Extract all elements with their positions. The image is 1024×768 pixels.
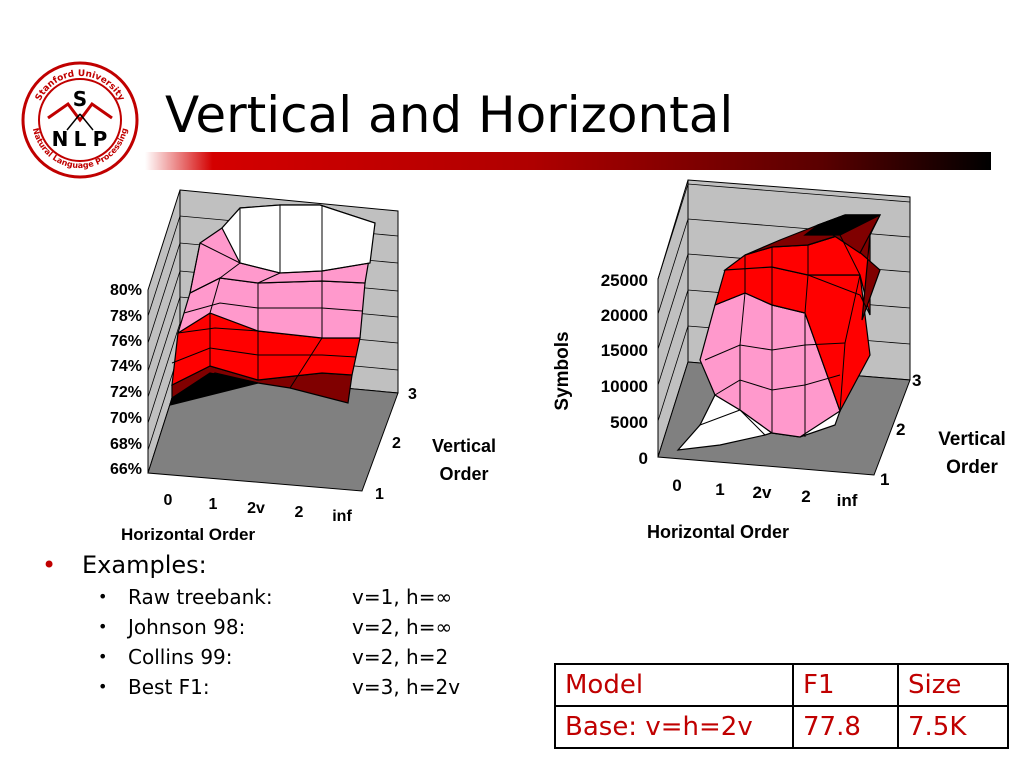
z-tick: 70% <box>110 410 142 427</box>
x-tick: 0 <box>672 476 681 495</box>
z-tick: 25000 <box>601 271 648 290</box>
list-item: • Collins 99: v=2, h=2 <box>42 642 522 672</box>
example-name: Johnson 98: <box>128 615 246 639</box>
chart-floor <box>147 372 399 492</box>
example-name: Collins 99: <box>128 645 233 669</box>
bullet-main-text: Examples: <box>82 551 207 579</box>
x-tick: 2v <box>753 483 772 502</box>
x-tick: 2 <box>801 487 810 506</box>
y-axis-label-line2: Order <box>946 457 998 478</box>
bullet-dot: • <box>98 647 108 666</box>
z-tick: 68% <box>110 436 142 453</box>
results-table: Model F1 Size Base: v=h=2v 77.8 7.5K <box>554 663 1009 749</box>
y-tick: 3 <box>912 371 921 390</box>
bullet-main: • Examples: <box>42 548 522 582</box>
x-axis-label: Horizontal Order <box>647 522 789 542</box>
x-tick: 1 <box>715 480 724 499</box>
examples-list: • Examples: • Raw treebank: v=1, h=∞ • J… <box>42 548 522 702</box>
z-tick: 74% <box>110 358 142 375</box>
x-tick: inf <box>837 491 858 510</box>
bullet-dot: • <box>42 551 57 579</box>
z-tick: 66% <box>110 461 142 478</box>
z-tick: 15000 <box>601 341 648 360</box>
stanford-nlp-logo: Stanford University Natural Language Pro… <box>21 61 139 179</box>
bullet-dot: • <box>98 617 108 636</box>
list-item: • Best F1: v=3, h=2v <box>42 672 522 702</box>
x-axis-label: Horizontal Order <box>121 525 256 544</box>
y-tick: 2 <box>392 435 401 452</box>
table-header-cell: Size <box>897 663 1009 707</box>
list-item: • Raw treebank: v=1, h=∞ <box>42 582 522 612</box>
y-axis-label-line2: Order <box>439 464 488 484</box>
svg-text:N: N <box>52 127 69 151</box>
x-tick: 2v <box>247 500 265 517</box>
example-name: Raw treebank: <box>128 585 273 609</box>
y-axis-label-line1: Vertical <box>938 429 1006 450</box>
example-name: Best F1: <box>128 675 210 699</box>
y-tick: 1 <box>375 486 384 503</box>
z-tick: 72% <box>110 384 142 401</box>
list-item: • Johnson 98: v=2, h=∞ <box>42 612 522 642</box>
x-tick: inf <box>332 508 352 525</box>
example-value: v=3, h=2v <box>352 675 461 699</box>
svg-text:L: L <box>74 127 87 151</box>
f1-surface-chart: 66% 68% 70% 72% 74% 76% 78% 80% 0 1 2v 2… <box>110 189 496 544</box>
table-row: Base: v=h=2v 77.8 7.5K <box>554 705 1009 749</box>
z-tick: 10000 <box>601 377 648 396</box>
table-header-row: Model F1 Size <box>554 663 1009 707</box>
table-header-cell: F1 <box>792 663 899 707</box>
y-tick: 1 <box>880 470 889 489</box>
z-tick: 20000 <box>601 306 648 325</box>
z-tick: 78% <box>110 308 142 325</box>
x-tick: 0 <box>164 492 173 509</box>
z-tick: 0 <box>639 449 648 468</box>
symbols-surface-chart: 0 5000 10000 15000 20000 25000 Symbols 0… <box>552 179 1006 542</box>
table-cell: 7.5K <box>897 705 1009 749</box>
svg-text:S: S <box>73 87 87 111</box>
table-cell: Base: v=h=2v <box>554 705 794 749</box>
z-tick: 80% <box>110 282 142 299</box>
example-value: v=2, h=2 <box>352 645 449 669</box>
table-cell: 77.8 <box>792 705 899 749</box>
x-tick: 1 <box>209 496 218 513</box>
x-tick: 2 <box>295 504 304 521</box>
bullet-dot: • <box>98 587 108 606</box>
y-tick: 3 <box>408 386 417 403</box>
slide-title: Vertical and Horizontal <box>165 86 734 144</box>
table-header-cell: Model <box>554 663 794 707</box>
example-value: v=1, h=∞ <box>352 585 453 609</box>
bullet-dot: • <box>98 677 108 696</box>
y-axis-label-line1: Vertical <box>432 436 496 456</box>
svg-text:P: P <box>93 127 108 151</box>
title-underline-bar <box>145 152 991 170</box>
z-tick: 76% <box>110 333 142 350</box>
z-axis-label: Symbols <box>552 331 573 410</box>
z-tick: 5000 <box>610 413 648 432</box>
example-value: v=2, h=∞ <box>352 615 453 639</box>
y-tick: 2 <box>896 420 905 439</box>
